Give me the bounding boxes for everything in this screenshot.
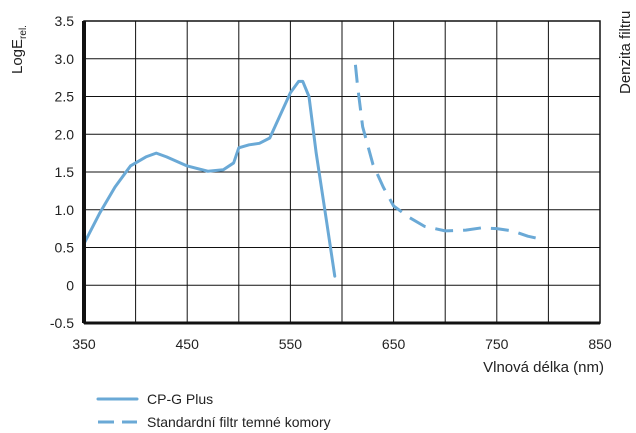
series-line-standard-filter — [353, 64, 539, 240]
axes — [82, 20, 601, 325]
legend-item-standard-filter: Standardní filtr temné komory — [98, 414, 331, 430]
y-tick-labels: -0.5 0 0.5 1.0 1.5 2.0 2.5 3.0 3.5 — [50, 13, 74, 331]
y-tick-label: 3.5 — [55, 13, 75, 29]
y-tick-label: 3.0 — [55, 51, 75, 67]
legend-item-cp-g-plus: CP-G Plus — [96, 391, 213, 407]
y-axis-title-subscript: rel. — [18, 25, 29, 39]
y-tick-label: -0.5 — [50, 315, 74, 331]
secondary-y-axis-title: Denzita filtru — [617, 11, 634, 94]
y-tick-label: 0.5 — [55, 240, 75, 256]
legend-label-standard-filter: Standardní filtr temné komory — [147, 414, 331, 430]
legend-label-cp-g-plus: CP-G Plus — [147, 391, 213, 407]
y-tick-label: 1.0 — [55, 202, 75, 218]
series-lines — [82, 64, 539, 278]
x-tick-labels: 350 450 550 650 750 850 — [72, 336, 612, 352]
x-tick-label: 850 — [588, 336, 612, 352]
x-tick-label: 450 — [176, 336, 200, 352]
y-tick-label: 0 — [66, 277, 74, 293]
x-tick-label: 750 — [485, 336, 509, 352]
series-line-cp-g-plus — [82, 79, 337, 278]
y-axis-title-main: LogE — [9, 39, 26, 74]
legend: CP-G Plus Standardní filtr temné komory — [96, 391, 331, 430]
y-tick-label: 2.5 — [55, 89, 75, 105]
x-tick-label: 550 — [279, 336, 303, 352]
grid-lines — [83, 20, 601, 324]
x-tick-label: 350 — [72, 336, 96, 352]
y-tick-label: 1.5 — [55, 164, 75, 180]
y-axis-title: LogErel. — [9, 25, 29, 74]
y-tick-label: 2.0 — [55, 126, 75, 142]
x-tick-label: 650 — [382, 336, 406, 352]
x-axis-title: Vlnová délka (nm) — [483, 359, 604, 376]
